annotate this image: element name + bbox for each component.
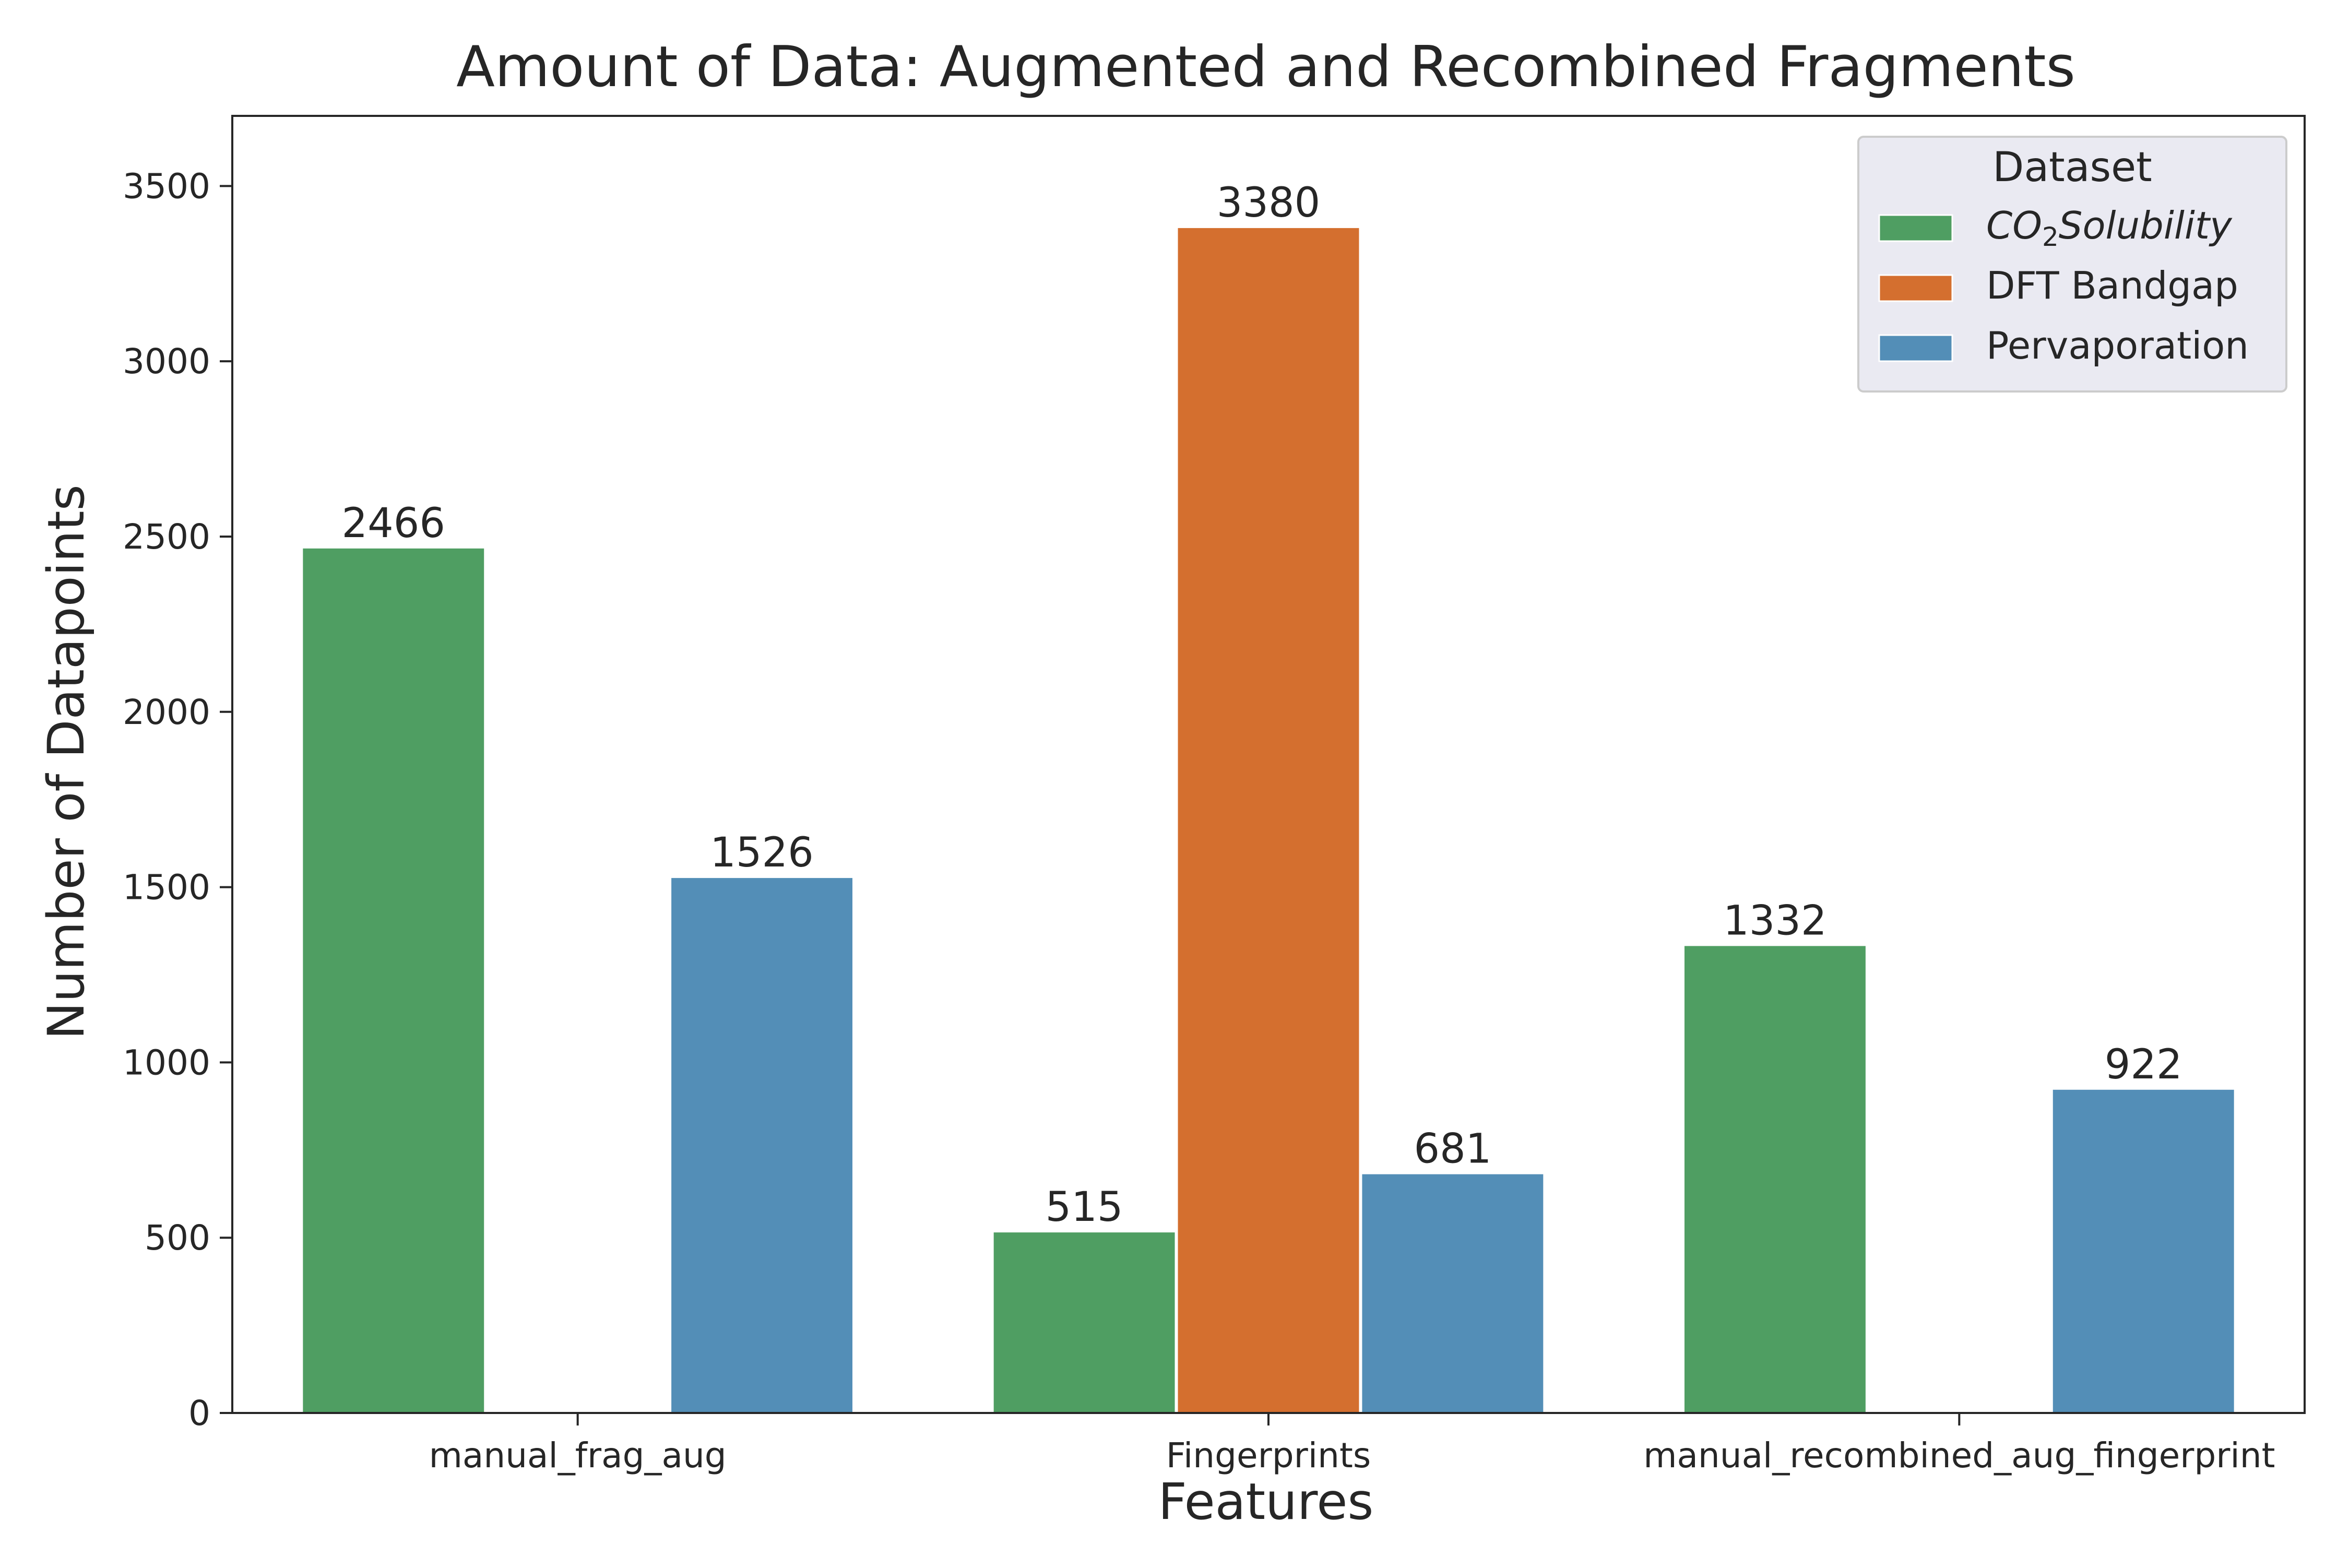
- x-tick-label: Fingerprints: [1166, 1435, 1371, 1476]
- data-label: 1526: [710, 829, 814, 876]
- data-label: 1332: [1723, 897, 1827, 944]
- bar-co2solubility-0: [303, 548, 484, 1413]
- y-tick-label: 0: [188, 1393, 210, 1433]
- legend-swatch: [1878, 274, 1953, 302]
- y-tick-label: 3000: [123, 341, 210, 382]
- bar-pervaporation-1: [1362, 1174, 1544, 1413]
- y-tick-label: 2000: [123, 692, 210, 732]
- legend-entry-label: Pervaporation: [1986, 324, 2249, 367]
- legend-entry-label: CO2Solubility: [1986, 204, 2233, 252]
- y-tick-label: 3500: [123, 166, 210, 206]
- y-tick-label: 1500: [123, 868, 210, 908]
- data-label: 2466: [342, 500, 446, 547]
- chart-title: Amount of Data: Augmented and Recombined…: [456, 34, 2075, 100]
- y-axis-label: Number of Datapoints: [37, 484, 96, 1039]
- legend-entry-label: DFT Bandgap: [1986, 264, 2238, 307]
- bar-pervaporation-2: [2053, 1089, 2234, 1413]
- bar-co2solubility-1: [993, 1232, 1175, 1413]
- legend-title: Dataset: [1992, 144, 2152, 191]
- legend-swatch: [1878, 334, 1953, 362]
- data-label: 681: [1414, 1126, 1491, 1173]
- data-label: 3380: [1217, 180, 1321, 227]
- plot-area: 2466 1526 manual_frag_aug 515 3380 681 Fingerp…: [123, 115, 2306, 1476]
- y-tick-label: 1000: [123, 1042, 210, 1083]
- legend-swatch: [1878, 214, 1953, 242]
- data-label: 515: [1046, 1184, 1123, 1231]
- x-tick-label: manual_frag_aug: [429, 1435, 727, 1476]
- bar-co2solubility-2: [1684, 946, 1866, 1413]
- y-tick-label: 500: [145, 1218, 210, 1258]
- plot-frame: [231, 115, 2306, 1414]
- bar-pervaporation-0: [671, 878, 852, 1413]
- bar-dft-bandgap-1: [1178, 228, 1359, 1413]
- legend: Dataset CO2Solubility DFT Bandgap Pervapora…: [1857, 136, 2287, 393]
- x-axis-label: Features: [1158, 1472, 1374, 1531]
- legend-box: [1857, 136, 2287, 393]
- y-tick-label: 2500: [123, 517, 210, 557]
- x-tick-label: manual_recombined_aug_fingerprint: [1643, 1435, 2275, 1476]
- data-label: 922: [2105, 1041, 2182, 1088]
